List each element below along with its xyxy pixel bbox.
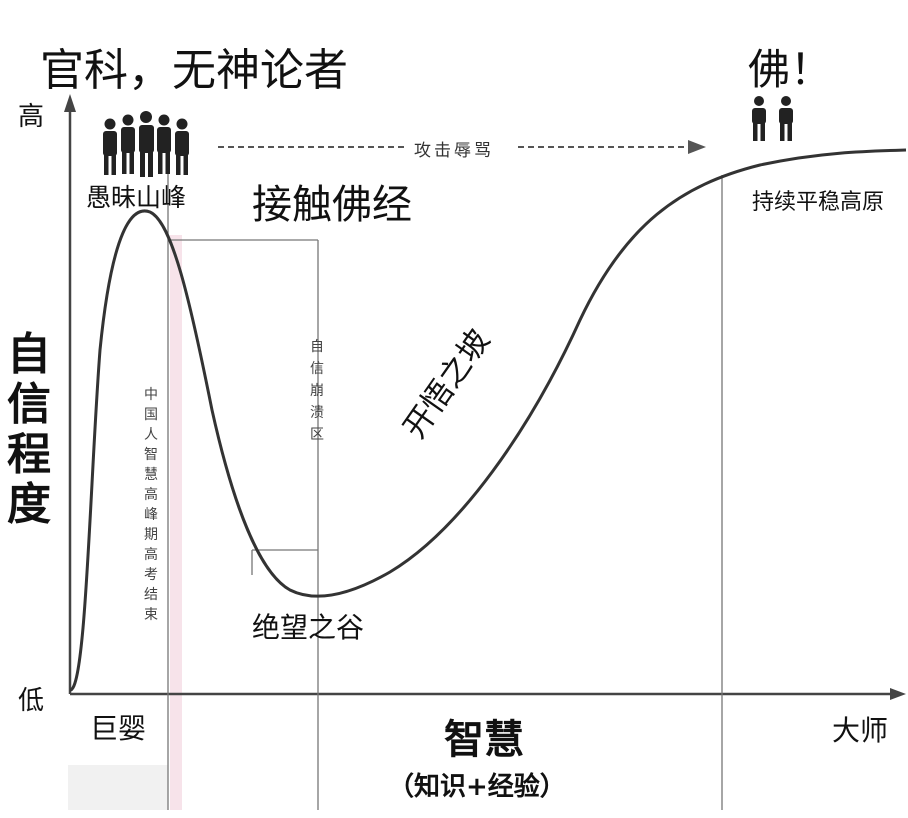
y-axis-high-label: 高 (18, 102, 45, 132)
center-caption: 接触佛经 (252, 182, 412, 228)
plateau-label: 持续平稳高原 (752, 190, 885, 215)
person-figure (139, 111, 154, 177)
vertical-note-1: 中国人智慧高峰期高考结束 (144, 387, 158, 623)
person-figure (175, 118, 189, 175)
arrow-label-bg (408, 136, 514, 158)
y-axis-title: 自信程度 (7, 329, 51, 530)
person-figure (103, 118, 117, 175)
x-axis-arrowhead (890, 688, 906, 700)
x-axis-subtitle: （知识+经验） (388, 772, 566, 802)
y-axis-arrowhead (64, 94, 76, 112)
x-axis-title: 智慧 (444, 717, 524, 763)
two-people-icon (752, 96, 793, 141)
person-figure (779, 96, 793, 141)
person-figure (121, 114, 135, 174)
valley-label: 绝望之谷 (252, 611, 365, 644)
crowd-icon (103, 111, 189, 177)
vertical-note-2: 自信崩溃区 (310, 339, 324, 443)
arrow-label: 攻击辱骂 (414, 141, 494, 161)
highlight-band (170, 235, 182, 810)
bottom-left-blur (68, 765, 168, 810)
y-axis-low-label: 低 (18, 686, 45, 716)
x-axis-right-label: 大师 (832, 714, 889, 747)
top-right-caption: 佛！ (748, 45, 833, 94)
person-figure (157, 114, 171, 174)
x-axis-left-label: 巨婴 (90, 712, 147, 745)
confidence-curve (68, 148, 907, 692)
top-left-caption: 官科，无神论者 (40, 45, 348, 96)
person-figure (752, 96, 766, 141)
peak-label: 愚昧山峰 (86, 183, 187, 212)
attack-arrow-head (688, 140, 706, 154)
